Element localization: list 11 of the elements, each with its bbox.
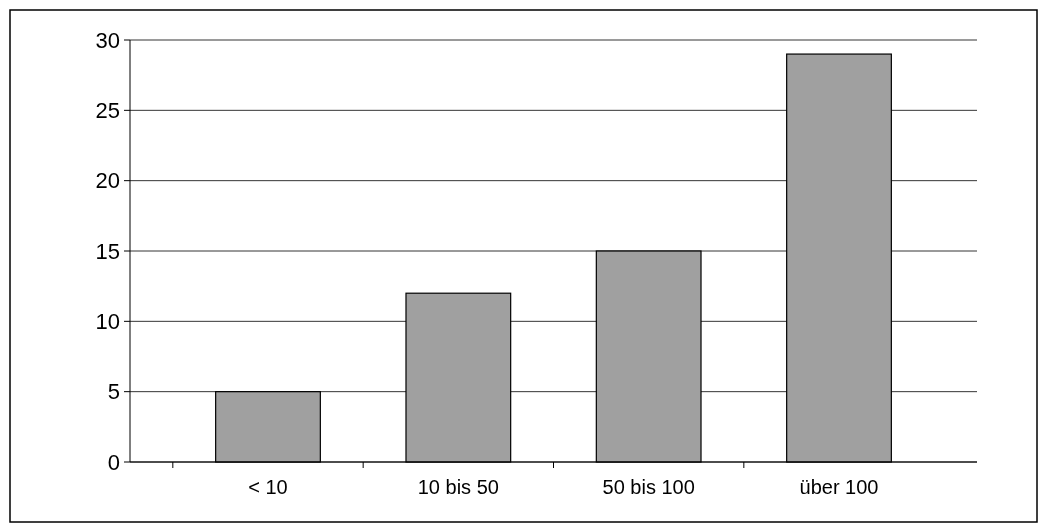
y-tick-label: 30: [95, 27, 120, 53]
y-tick-label: 20: [95, 168, 120, 194]
y-tick-label: 15: [95, 238, 120, 264]
x-tick-label: 50 bis 100: [602, 476, 695, 498]
y-tick-label: 0: [107, 449, 120, 475]
y-tick-label: 25: [95, 98, 120, 124]
x-tick-label: über 100: [799, 476, 879, 498]
y-tick-label: 10: [95, 309, 120, 335]
y-tick-label: 5: [107, 379, 120, 405]
x-tick-label: < 10: [248, 476, 288, 498]
x-tick-label: 10 bis 50: [417, 476, 499, 498]
